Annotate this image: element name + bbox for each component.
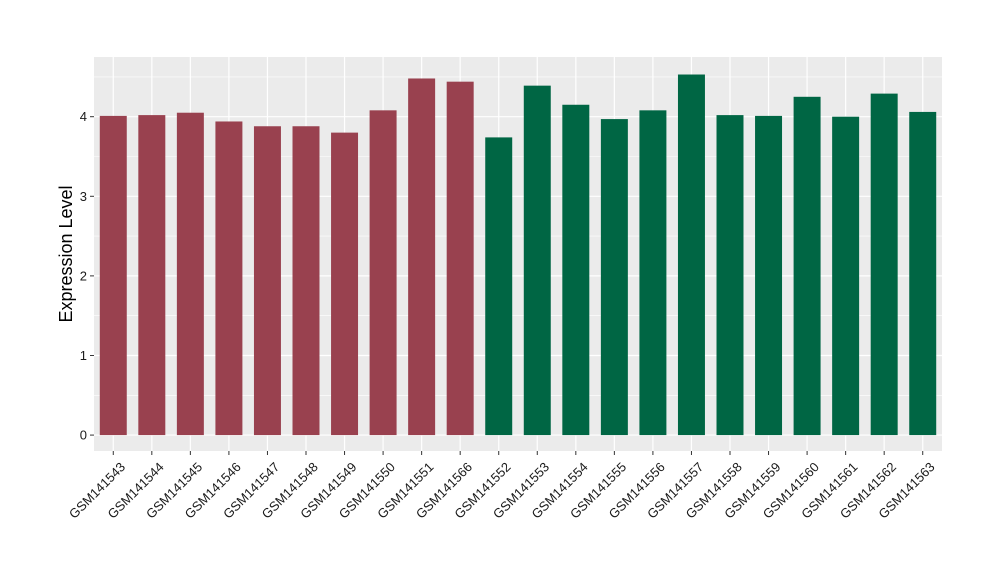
bar-GSM141556 — [639, 110, 667, 436]
y-tick-label: 1 — [80, 348, 87, 363]
bar-GSM141563 — [909, 111, 937, 436]
bar-GSM141562 — [870, 93, 898, 436]
y-axis-title: Expression Level — [56, 185, 76, 322]
bar-GSM141553 — [523, 85, 551, 436]
bar-GSM141548 — [292, 126, 320, 436]
bar-GSM141552 — [485, 137, 513, 436]
y-axis: 0 1 2 3 4 — [80, 109, 94, 443]
bar-GSM141561 — [832, 116, 860, 436]
bar-GSM141555 — [600, 119, 628, 436]
bar-GSM141547 — [253, 126, 281, 436]
x-axis: GSM141543GSM141544GSM141545GSM141546GSM1… — [66, 451, 938, 522]
bar-GSM141560 — [793, 96, 821, 436]
bar-GSM141558 — [716, 115, 744, 436]
y-tick-label: 2 — [80, 268, 87, 283]
bar-GSM141543 — [99, 115, 127, 436]
bar-GSM141546 — [215, 121, 243, 436]
bar-GSM141559 — [755, 115, 783, 436]
y-tick-label: 3 — [80, 189, 87, 204]
bar-GSM141566 — [446, 81, 474, 436]
bar-GSM141551 — [408, 78, 436, 436]
bar-GSM141550 — [369, 110, 397, 436]
y-tick-label: 0 — [80, 428, 87, 443]
bar-GSM141545 — [176, 112, 204, 436]
bar-GSM141544 — [138, 115, 166, 436]
bar-GSM141554 — [562, 104, 590, 436]
bar-GSM141549 — [331, 132, 359, 436]
y-tick-label: 4 — [80, 109, 87, 124]
bars — [99, 74, 937, 436]
bar-GSM141557 — [677, 74, 705, 436]
